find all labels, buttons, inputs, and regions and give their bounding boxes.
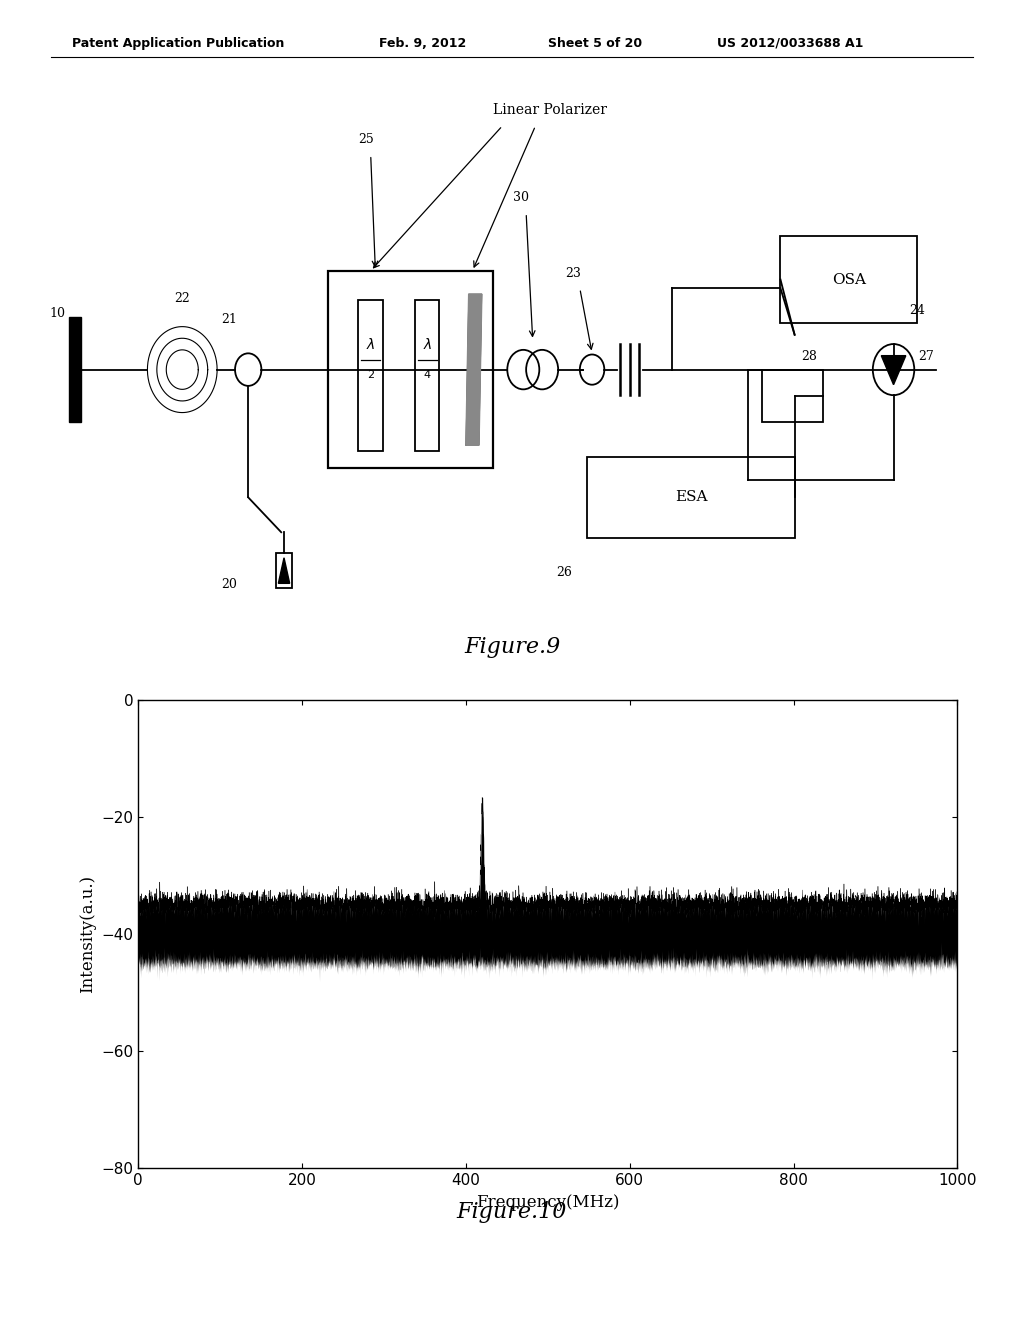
- Polygon shape: [882, 355, 906, 384]
- Text: 23: 23: [565, 267, 582, 280]
- Bar: [780, 236, 918, 323]
- Bar: [329, 271, 494, 469]
- Polygon shape: [279, 558, 290, 583]
- Y-axis label: Intensity(a.u.): Intensity(a.u.): [79, 875, 95, 993]
- Text: 25: 25: [358, 133, 374, 147]
- Text: 22: 22: [174, 292, 190, 305]
- Text: 26: 26: [556, 566, 571, 579]
- Bar: [70, 317, 82, 422]
- Text: 30: 30: [513, 191, 529, 205]
- Text: 20: 20: [221, 578, 238, 591]
- Text: 27: 27: [919, 350, 934, 363]
- Polygon shape: [466, 294, 482, 445]
- Text: $\lambda$: $\lambda$: [366, 337, 376, 351]
- Bar: [358, 300, 383, 451]
- Text: Patent Application Publication: Patent Application Publication: [72, 37, 284, 50]
- Text: Figure.9: Figure.9: [464, 636, 560, 659]
- Text: Feb. 9, 2012: Feb. 9, 2012: [379, 37, 466, 50]
- Circle shape: [872, 345, 914, 395]
- Text: Figure.10: Figure.10: [457, 1201, 567, 1224]
- Bar: [276, 553, 292, 587]
- Bar: [762, 370, 823, 422]
- Text: 4: 4: [424, 371, 431, 380]
- Text: ESA: ESA: [675, 490, 708, 504]
- Text: 24: 24: [909, 304, 925, 317]
- Text: Sheet 5 of 20: Sheet 5 of 20: [548, 37, 642, 50]
- Text: $\lambda$: $\lambda$: [423, 337, 432, 351]
- Text: 28: 28: [801, 350, 817, 363]
- Bar: [588, 457, 795, 539]
- X-axis label: Frequency(MHz): Frequency(MHz): [476, 1193, 620, 1210]
- Text: US 2012/0033688 A1: US 2012/0033688 A1: [717, 37, 863, 50]
- Text: 2: 2: [368, 371, 374, 380]
- Text: 10: 10: [50, 308, 66, 321]
- Text: 21: 21: [221, 313, 238, 326]
- Text: Linear Polarizer: Linear Polarizer: [493, 103, 606, 117]
- Bar: [415, 300, 439, 451]
- Text: OSA: OSA: [831, 272, 866, 286]
